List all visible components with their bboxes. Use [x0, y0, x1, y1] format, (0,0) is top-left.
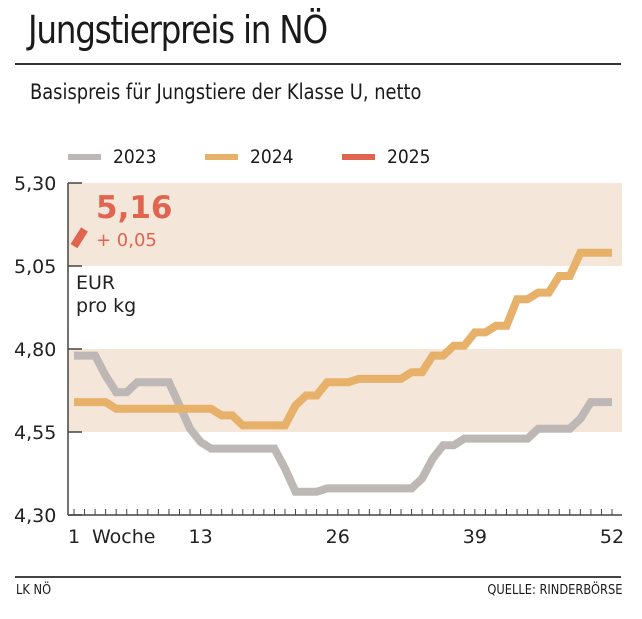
x-tick-label: 52 [600, 526, 624, 548]
y-axis-unit-line1: EUR [76, 272, 115, 294]
y-tick-label: 4,80 [14, 339, 56, 361]
x-tick-label: 39 [463, 526, 487, 548]
x-axis-ticks: 1 13 26 39 52 [68, 509, 624, 548]
footer-divider [15, 576, 621, 578]
legend-swatch-2023 [68, 154, 101, 160]
legend-label-2025: 2025 [387, 146, 431, 168]
title-divider [15, 63, 621, 65]
y-axis-ticks: 4,30 4,55 4,80 5,05 5,30 [14, 173, 82, 527]
y-axis-unit-line2: pro kg [76, 295, 136, 317]
series-line-2025 [70, 227, 88, 249]
x-tick-label: 26 [326, 526, 350, 548]
chart-subtitle: Basispreis für Jungstiere der Klasse U, … [30, 80, 422, 104]
legend: 2023 2024 2025 [0, 146, 642, 170]
x-tick-label: 1 [68, 526, 80, 548]
y-tick-label: 5,05 [14, 256, 56, 278]
x-tick-label: 13 [188, 526, 212, 548]
annotation-change: + 0,05 [96, 230, 157, 251]
legend-swatch-2024 [205, 154, 238, 160]
y-tick-label: 4,55 [14, 422, 56, 444]
legend-item-2024: 2024 [205, 146, 298, 168]
y-tick-label: 4,30 [14, 505, 56, 527]
legend-item-2023: 2023 [68, 146, 161, 168]
legend-item-2025: 2025 [342, 146, 435, 168]
series-line-2024 [74, 248, 612, 430]
y-tick-label: 5,30 [14, 173, 56, 195]
legend-label-2023: 2023 [113, 146, 157, 168]
value-band-1 [68, 183, 622, 266]
series-lines [70, 227, 612, 496]
legend-label-2024: 2024 [250, 146, 294, 168]
value-band-0 [68, 349, 622, 432]
x-axis-label: Woche [92, 526, 155, 548]
footer-source: QUELLE: RINDERBÖRSE [486, 583, 622, 598]
chart-title: Jungstierpreis in NÖ [28, 8, 328, 52]
legend-swatch-2025 [342, 154, 375, 160]
series-line-2023 [74, 351, 612, 496]
value-bands [68, 183, 622, 432]
footer-credit: LK NÖ [16, 583, 52, 598]
annotation-current-value: 5,16 [96, 190, 173, 226]
